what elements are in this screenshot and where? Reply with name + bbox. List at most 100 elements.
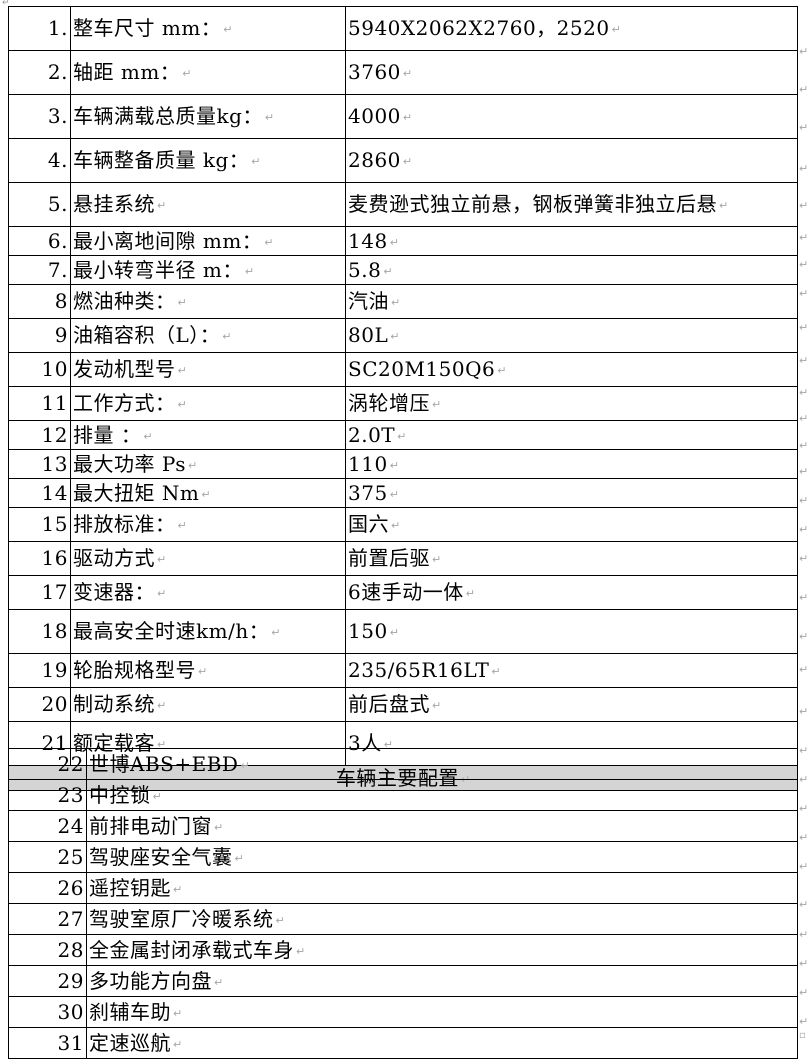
pilcrow-icon: ↵	[799, 898, 808, 911]
pilcrow-icon: ↵	[157, 738, 167, 751]
pilcrow-icon: ↵	[799, 591, 808, 604]
pilcrow-icon: ↵	[173, 1006, 183, 1020]
row-number: 10	[8, 352, 71, 387]
row-label: 最小转弯半径 m： ↵	[70, 255, 346, 285]
table-row: 22 世博ABS+EBD ↵	[8, 748, 798, 780]
pilcrow-icon: ↵	[432, 699, 442, 712]
table-row: 31 定速巡航 ↵	[8, 1027, 798, 1059]
row-value: 5.8 ↵	[345, 255, 798, 285]
pilcrow-icon: ↵	[799, 199, 808, 212]
row-value: 麦费逊式独立前悬，钢板弹簧非独立后悬 ↵	[345, 182, 798, 227]
table-row: 11 工作方式： ↵ 涡轮增压 ↵	[8, 386, 798, 421]
pilcrow-icon: ↵	[799, 83, 808, 96]
pilcrow-icon: ↵	[799, 465, 808, 478]
row-label: 轮胎规格型号 ↵	[70, 653, 346, 688]
pilcrow-icon: ↵	[157, 699, 167, 712]
row-number: 2.	[8, 50, 71, 95]
row-number: 26	[8, 872, 87, 904]
table-row: 16 驱动方式 ↵ 前置后驱 ↵	[8, 541, 798, 576]
pilcrow-icon: ↵	[271, 626, 281, 639]
row-number: 30	[8, 996, 87, 1028]
row-number: 8	[8, 284, 71, 319]
pilcrow-icon: ↵	[264, 111, 275, 124]
row-value: 前后盘式 ↵	[345, 687, 798, 722]
pilcrow-icon: ↵	[497, 364, 507, 377]
pilcrow-icon: ↵	[799, 231, 808, 244]
pilcrow-icon: ↵	[244, 264, 255, 278]
table-row: 7. 最小转弯半径 m： ↵ 5.8 ↵	[8, 255, 798, 285]
pilcrow-icon: ↵	[157, 553, 167, 566]
pilcrow-icon: ↵	[799, 773, 808, 786]
table-row: 8 燃油种类： ↵ 汽油 ↵	[8, 284, 798, 319]
table-row: 14 最大扭矩 Nm ↵ 375 ↵	[8, 478, 798, 508]
pilcrow-icon: ↵	[234, 851, 244, 865]
row-value: 2.0T ↵	[345, 420, 798, 450]
pilcrow-icon: ↵	[465, 587, 475, 600]
spec-section-a-body: 1. 整车尺寸 mm： ↵ 5940X2062X2760，2520 ↵ 2. 轴距 …	[8, 6, 798, 791]
row-value: 110 ↵	[345, 449, 798, 479]
pilcrow-icon: ↵	[240, 758, 250, 772]
pilcrow-icon: ↵	[402, 111, 413, 124]
table-row: 1. 整车尺寸 mm： ↵ 5940X2062X2760，2520 ↵	[8, 6, 798, 51]
row-label: 整车尺寸 mm： ↵	[70, 6, 346, 51]
row-label: 驾驶室原厂冷暖系统 ↵	[86, 903, 798, 935]
row-value: 5940X2062X2760，2520 ↵	[345, 6, 798, 51]
table-row: 29 多功能方向盘 ↵	[8, 965, 798, 997]
table-row: 20 制动系统 ↵ 前后盘式 ↵	[8, 687, 798, 722]
pilcrow-icon: ↵	[799, 162, 808, 175]
pilcrow-icon: ↵	[390, 330, 400, 343]
spec-section-b-body: 22 世博ABS+EBD ↵ 23 中控锁 ↵ 24 前排电动门窗 ↵ 25 驾驶座安…	[8, 748, 798, 1059]
row-number: 22	[8, 748, 87, 780]
pilcrow-icon: ↵	[223, 23, 233, 36]
pilcrow-icon: ↵	[799, 321, 808, 334]
pilcrow-icon: ↵	[152, 789, 162, 803]
row-label: 遥控钥匙 ↵	[86, 872, 798, 904]
pilcrow-icon: ↵	[799, 439, 808, 452]
table-row: 15 排放标准： ↵ 国六 ↵	[8, 507, 798, 542]
row-label: 车辆满载总质量kg： ↵	[70, 94, 346, 139]
row-number: 31	[8, 1027, 87, 1059]
row-label: 最大扭矩 Nm ↵	[70, 478, 346, 508]
row-number: 20	[8, 687, 71, 722]
pilcrow-icon: ↵	[799, 744, 808, 757]
row-number: 18	[8, 609, 71, 654]
row-value: 3760 ↵	[345, 50, 798, 95]
row-number: 6.	[8, 226, 71, 256]
row-number: 11	[8, 386, 71, 421]
table-row: 10 发动机型号 ↵ SC20M150Q6 ↵	[8, 352, 798, 387]
pilcrow-icon: ↵	[201, 487, 211, 501]
pilcrow-icon: ↵	[264, 235, 274, 249]
pilcrow-icon: ↵	[799, 1015, 808, 1028]
pilcrow-icon: ↵	[214, 820, 224, 834]
document-top-pilcrow: ↵	[2, 0, 10, 8]
pilcrow-icon: ↵	[799, 287, 808, 300]
pilcrow-icon: ↵	[799, 630, 808, 643]
pilcrow-icon: ↵	[491, 665, 501, 678]
pilcrow-icon: ↵	[402, 67, 413, 80]
table-row: 12 排量 ： ↵ 2.0T ↵	[8, 420, 798, 450]
table-row: 6. 最小离地间隙 mm： ↵ 148 ↵	[8, 226, 798, 256]
table-row: 13 最大功率 Ps ↵ 110 ↵	[8, 449, 798, 479]
table-row: 18 最高安全时速km/h： ↵ 150 ↵	[8, 609, 798, 654]
document-end-mark: ▫	[799, 1030, 806, 1041]
row-value: 4000 ↵	[345, 94, 798, 139]
pilcrow-icon: ↵	[799, 121, 808, 134]
row-label: 最小离地间隙 mm： ↵	[70, 226, 346, 256]
row-label: 制动系统 ↵	[70, 687, 346, 722]
row-label: 前排电动门窗 ↵	[86, 810, 798, 842]
row-value: 375 ↵	[345, 478, 798, 508]
pilcrow-icon: ↵	[799, 412, 808, 425]
table-row: 26 遥控钥匙 ↵	[8, 872, 798, 904]
table-row: 4. 车辆整备质量 kg： ↵ 2860 ↵	[8, 138, 798, 183]
row-number: 23	[8, 779, 87, 811]
pilcrow-icon: ↵	[799, 928, 808, 941]
pilcrow-icon: ↵	[389, 487, 399, 501]
table-row: 27 驾驶室原厂冷暖系统 ↵	[8, 903, 798, 935]
row-number: 14	[8, 478, 71, 508]
table-row: 2. 轴距 mm： ↵ 3760 ↵	[8, 50, 798, 95]
row-value: 6速手动一体 ↵	[345, 575, 798, 610]
pilcrow-icon: ↵	[389, 458, 399, 472]
pilcrow-icon: ↵	[799, 860, 808, 873]
row-label: 燃油种类： ↵	[70, 284, 346, 319]
row-label: 排量 ： ↵	[70, 420, 346, 450]
